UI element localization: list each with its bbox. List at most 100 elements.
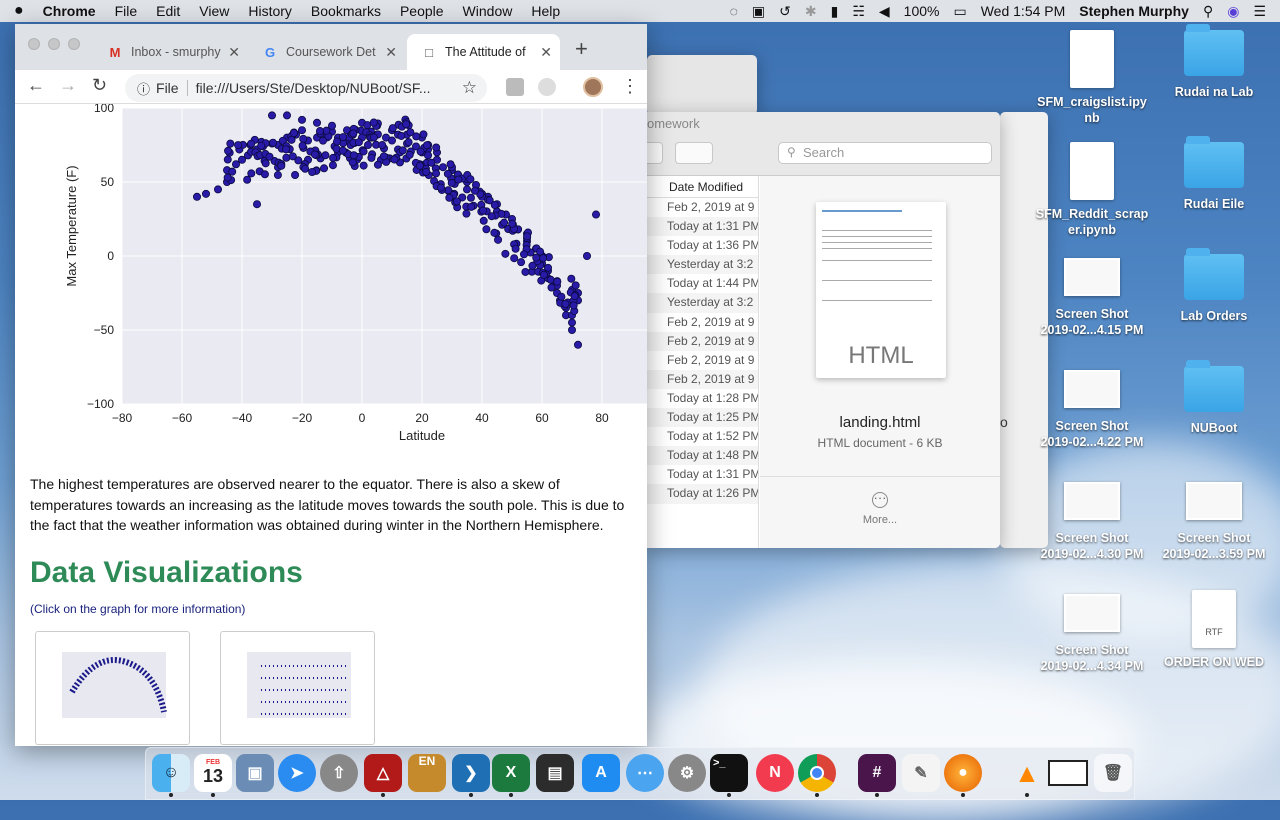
- reload-icon[interactable]: ↻: [92, 75, 107, 96]
- bluetooth-icon[interactable]: ✱: [805, 3, 817, 20]
- vscode-icon[interactable]: ❯: [452, 754, 490, 792]
- apple-menu-icon[interactable]: ●: [14, 2, 24, 20]
- menu-kebab-icon[interactable]: ⋮: [621, 76, 639, 97]
- file-row[interactable]: Feb 2, 2019 at 9: [647, 370, 758, 389]
- notification-center-icon[interactable]: ☰: [1253, 3, 1266, 20]
- file-row[interactable]: Today at 1:25 PM: [647, 408, 758, 427]
- desktop-icon[interactable]: NUBoot: [1154, 366, 1274, 436]
- back-icon[interactable]: ←: [27, 75, 45, 96]
- file-row[interactable]: Today at 1:36 PM: [647, 236, 758, 255]
- calendar-icon[interactable]: FEB 13: [194, 754, 232, 792]
- tag-button[interactable]: [675, 142, 713, 164]
- minimize-window-button[interactable]: [48, 38, 60, 50]
- column-header-date-modified[interactable]: Date Modified: [647, 176, 758, 198]
- desktop-icon[interactable]: Rudai na Lab: [1154, 30, 1274, 100]
- launchpad-icon[interactable]: ⇧: [320, 754, 358, 792]
- profile-avatar[interactable]: [583, 77, 603, 97]
- news-icon[interactable]: N: [756, 754, 794, 792]
- messages-icon[interactable]: ⋯: [626, 754, 664, 792]
- desktop-icon[interactable]: Lab Orders: [1154, 254, 1274, 324]
- battery-icon[interactable]: ▭: [953, 3, 966, 20]
- thumbnail-humidity-chart[interactable]: [220, 631, 375, 745]
- share-button[interactable]: [647, 142, 663, 164]
- trash-icon[interactable]: 🗑: [1094, 754, 1132, 792]
- time-machine-icon[interactable]: ↺: [779, 3, 791, 20]
- clock[interactable]: Wed 1:54 PM: [981, 3, 1066, 19]
- menu-bookmarks[interactable]: Bookmarks: [311, 3, 381, 19]
- app-store-icon[interactable]: A: [582, 754, 620, 792]
- file-row[interactable]: Feb 2, 2019 at 9: [647, 351, 758, 370]
- file-row[interactable]: Today at 1:52 PM: [647, 427, 758, 446]
- file-row[interactable]: Yesterday at 3:2: [647, 293, 758, 312]
- close-tab-icon[interactable]: ✕: [385, 44, 397, 61]
- finder-icon[interactable]: ☺: [152, 754, 190, 792]
- bluetooth-app-icon[interactable]: ▣: [752, 3, 765, 20]
- tab-inbox[interactable]: M Inbox - smurphy ✕: [93, 34, 248, 70]
- finder-window-far[interactable]: [647, 55, 757, 115]
- bookmark-star-icon[interactable]: ☆: [462, 78, 477, 98]
- menu-people[interactable]: People: [400, 3, 444, 19]
- file-row[interactable]: Today at 1:31 PM: [647, 465, 758, 484]
- url-text[interactable]: file:///Users/Ste/Desktop/NUBoot/SF...: [196, 80, 431, 96]
- close-tab-icon[interactable]: ✕: [540, 44, 552, 61]
- activity-monitor-icon[interactable]: ▤: [536, 754, 574, 792]
- user-name[interactable]: Stephen Murphy: [1079, 3, 1189, 19]
- desktop-icon[interactable]: Screen Shot 2019-02...4.30 PM: [1032, 478, 1152, 562]
- vlc-icon[interactable]: ▲: [1008, 754, 1046, 792]
- window-icon[interactable]: [1048, 760, 1088, 786]
- close-tab-icon[interactable]: ✕: [228, 44, 240, 61]
- desktop-icon[interactable]: SFM_Reddit_scrap er.ipynb: [1032, 142, 1152, 238]
- file-row[interactable]: Feb 2, 2019 at 9: [647, 332, 758, 351]
- file-row[interactable]: Yesterday at 3:2: [647, 255, 758, 274]
- file-row[interactable]: Today at 1:28 PM: [647, 389, 758, 408]
- slack-icon[interactable]: #: [858, 754, 896, 792]
- search-input[interactable]: Search: [778, 142, 992, 164]
- desktop-icon[interactable]: Screen Shot 2019-02...4.22 PM: [1032, 366, 1152, 450]
- scatter-chart[interactable]: −80 −60 −40 −20 0 20 40 60 80 100 50 0 −50 −100 Latitu…: [15, 104, 647, 464]
- forward-icon[interactable]: →: [59, 75, 77, 96]
- file-row[interactable]: Feb 2, 2019 at 9: [647, 313, 758, 332]
- desktop-icon[interactable]: Screen Shot 2019-02...3.59 PM: [1154, 478, 1274, 562]
- chrome-icon[interactable]: [798, 754, 836, 792]
- desktop-icon[interactable]: SFM_craigslist.ipy nb: [1032, 30, 1152, 126]
- info-icon[interactable]: ⓘ: [137, 79, 150, 98]
- menu-view[interactable]: View: [199, 3, 229, 19]
- file-row[interactable]: Today at 1:26 PM: [647, 484, 758, 503]
- terminal-icon[interactable]: >_: [710, 754, 748, 792]
- safari-icon[interactable]: ➤: [278, 754, 316, 792]
- firefox-icon[interactable]: ●: [944, 754, 982, 792]
- file-list[interactable]: Date Modified Feb 2, 2019 at 9 Today at 1…: [647, 176, 759, 548]
- file-row[interactable]: Today at 1:48 PM: [647, 446, 758, 465]
- excel-icon[interactable]: X: [492, 754, 530, 792]
- desktop-icon[interactable]: Screen Shot 2019-02...4.15 PM: [1032, 254, 1152, 338]
- more-button[interactable]: More...: [760, 514, 1000, 526]
- tab-attitude[interactable]: □ The Attitude of ✕: [407, 34, 560, 70]
- menu-window[interactable]: Window: [463, 3, 513, 19]
- extension-2-icon[interactable]: [538, 78, 556, 96]
- thumbnail-temperature-chart[interactable]: [35, 631, 190, 745]
- chrome-window[interactable]: M Inbox - smurphy ✕ G Coursework Det ✕ □…: [15, 24, 647, 746]
- battery-percent[interactable]: 100%: [904, 3, 940, 19]
- evernote-icon[interactable]: EN: [408, 754, 446, 792]
- new-tab-button[interactable]: +: [575, 36, 588, 62]
- zoom-window-button[interactable]: [68, 38, 80, 50]
- tab-coursework[interactable]: G Coursework Det ✕: [248, 34, 405, 70]
- finder-window[interactable]: omework Search ⚲ Date Modified Feb 2, 20…: [647, 112, 1000, 548]
- desktop-icon[interactable]: RTF ORDER ON WED: [1154, 590, 1274, 670]
- preview-icon[interactable]: ▣: [236, 754, 274, 792]
- file-row[interactable]: Today at 1:31 PM: [647, 217, 758, 236]
- spotlight-icon[interactable]: ⚲: [1203, 3, 1213, 20]
- menu-history[interactable]: History: [248, 3, 292, 19]
- menu-edit[interactable]: Edit: [156, 3, 180, 19]
- acrobat-icon[interactable]: △: [364, 754, 402, 792]
- menu-help[interactable]: Help: [531, 3, 560, 19]
- file-row[interactable]: Today at 1:44 PM: [647, 274, 758, 293]
- app-menu[interactable]: Chrome: [43, 3, 96, 19]
- address-bar[interactable]: ⓘ File file:///Users/Ste/Desktop/NUBoot/…: [125, 74, 487, 102]
- creative-cloud-icon[interactable]: ◌: [730, 3, 738, 19]
- more-icon[interactable]: ···: [872, 492, 888, 508]
- textedit-icon[interactable]: ✎: [902, 754, 940, 792]
- close-window-button[interactable]: [28, 38, 40, 50]
- volume-icon[interactable]: ◀: [879, 3, 890, 20]
- system-preferences-icon[interactable]: ⚙: [668, 754, 706, 792]
